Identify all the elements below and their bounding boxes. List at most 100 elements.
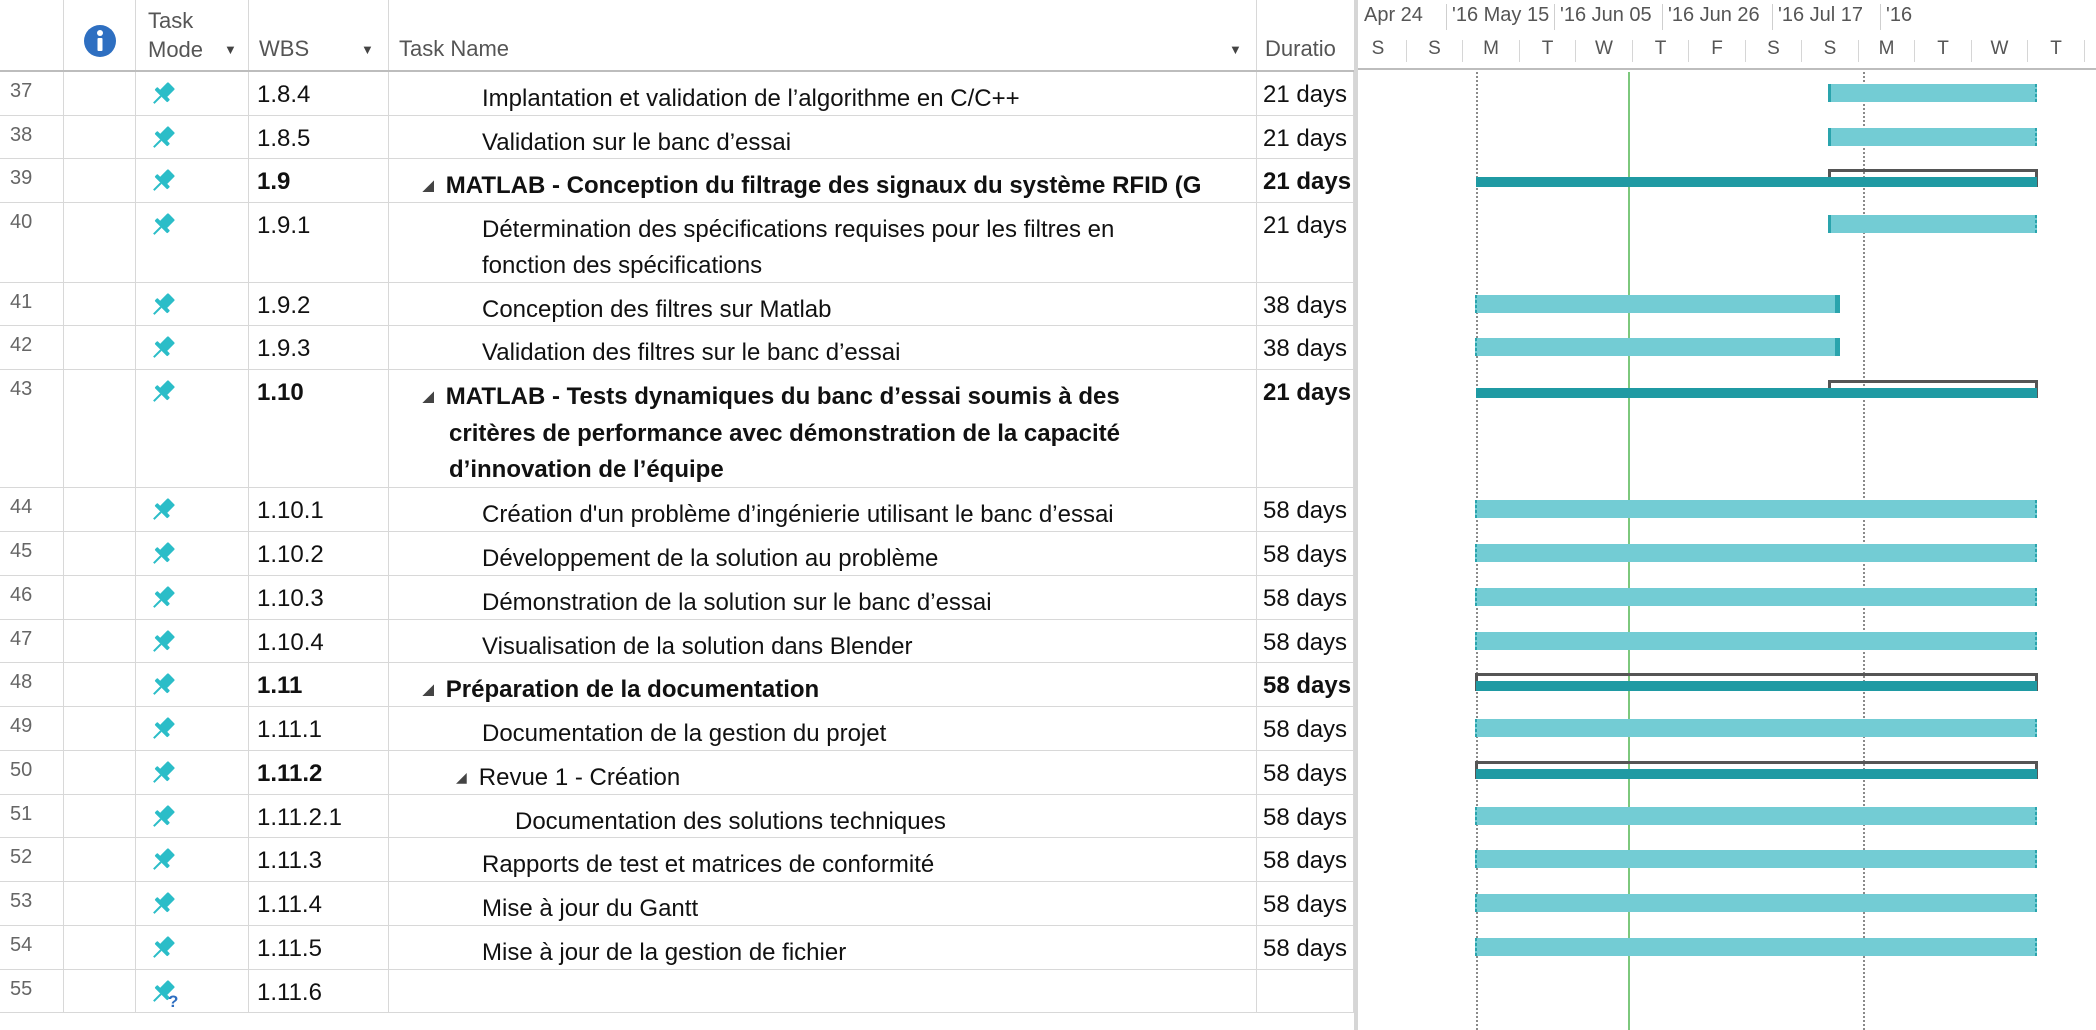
task-mode-cell[interactable] — [136, 283, 249, 325]
row-id-cell[interactable]: 53 — [0, 882, 64, 925]
task-name-cell[interactable]: Mise à jour du Gantt — [389, 882, 1257, 925]
table-row[interactable]: 48 1.11 ◢ Préparation de la documentation 58… — [0, 663, 1354, 707]
task-name-cell[interactable]: Détermination des spécifications requise… — [389, 203, 1257, 282]
task-bar[interactable] — [1828, 84, 2037, 102]
header-wbs-dropdown-icon[interactable]: ▼ — [361, 42, 374, 57]
table-row[interactable]: 41 1.9.2 Conception des filtres sur Matlab… — [0, 283, 1354, 326]
task-name-cell[interactable] — [389, 970, 1257, 1012]
task-mode-cell[interactable] — [136, 795, 249, 837]
duration-cell[interactable]: 21 days — [1257, 370, 1354, 487]
task-mode-cell[interactable] — [136, 532, 249, 575]
row-id-cell[interactable]: 43 — [0, 370, 64, 487]
task-bar[interactable] — [1475, 500, 2037, 518]
header-task-name[interactable]: Task Name ▼ — [389, 0, 1257, 70]
duration-cell[interactable]: 38 days — [1257, 283, 1354, 325]
row-id-cell[interactable]: 47 — [0, 620, 64, 662]
wbs-cell[interactable]: 1.10.3 — [249, 576, 389, 619]
collapse-caret-icon[interactable]: ◢ — [423, 176, 434, 193]
duration-cell[interactable]: 58 days — [1257, 488, 1354, 531]
wbs-cell[interactable]: 1.10.4 — [249, 620, 389, 662]
task-name-cell[interactable]: Création d'un problème d’ingénierie util… — [389, 488, 1257, 531]
task-mode-cell[interactable] — [136, 663, 249, 706]
summary-bar[interactable] — [1476, 681, 2037, 691]
header-id[interactable] — [0, 0, 64, 70]
task-name-cell[interactable]: Documentation des solutions techniques — [389, 795, 1257, 837]
task-bar[interactable] — [1475, 807, 2037, 825]
duration-cell[interactable]: 58 days — [1257, 795, 1354, 837]
duration-cell[interactable]: 21 days — [1257, 116, 1354, 158]
table-row[interactable]: 50 1.11.2 ◢ Revue 1 - Création 58 days — [0, 751, 1354, 795]
table-row[interactable]: 43 1.10 ◢ MATLAB - Tests dynamiques du banc… — [0, 370, 1354, 488]
wbs-cell[interactable]: 1.8.4 — [249, 72, 389, 115]
task-bar[interactable] — [1475, 938, 2037, 956]
task-mode-cell[interactable] — [136, 72, 249, 115]
split-divider[interactable] — [1354, 0, 1358, 1030]
table-row[interactable]: 40 1.9.1 Détermination des spécifications … — [0, 203, 1354, 283]
wbs-cell[interactable]: 1.11.5 — [249, 926, 389, 969]
table-row[interactable]: 45 1.10.2 Développement de la solution au … — [0, 532, 1354, 576]
row-id-cell[interactable]: 54 — [0, 926, 64, 969]
duration-cell[interactable]: 58 days — [1257, 882, 1354, 925]
task-mode-cell[interactable] — [136, 620, 249, 662]
task-mode-cell[interactable] — [136, 203, 249, 282]
task-name-cell[interactable]: Développement de la solution au problème — [389, 532, 1257, 575]
wbs-cell[interactable]: 1.10.2 — [249, 532, 389, 575]
wbs-cell[interactable]: 1.11.4 — [249, 882, 389, 925]
row-id-cell[interactable]: 51 — [0, 795, 64, 837]
task-mode-cell[interactable] — [136, 159, 249, 202]
task-name-cell[interactable]: ◢ Revue 1 - Création — [389, 751, 1257, 794]
wbs-cell[interactable]: 1.11 — [249, 663, 389, 706]
wbs-cell[interactable]: 1.11.2.1 — [249, 795, 389, 837]
header-duration[interactable]: Duratio — [1257, 0, 1354, 70]
task-name-cell[interactable]: Rapports de test et matrices de conformi… — [389, 838, 1257, 881]
task-name-cell[interactable]: Documentation de la gestion du projet — [389, 707, 1257, 750]
table-row[interactable]: 51 1.11.2.1 Documentation des solutions te… — [0, 795, 1354, 838]
table-row[interactable]: 42 1.9.3 Validation des filtres sur le ban… — [0, 326, 1354, 370]
task-mode-cell[interactable] — [136, 116, 249, 158]
table-row[interactable]: 49 1.11.1 Documentation de la gestion du p… — [0, 707, 1354, 751]
wbs-cell[interactable]: 1.10.1 — [249, 488, 389, 531]
task-mode-cell[interactable] — [136, 576, 249, 619]
task-bar[interactable] — [1475, 632, 2037, 650]
task-name-cell[interactable]: Visualisation de la solution dans Blende… — [389, 620, 1257, 662]
duration-cell[interactable]: 21 days — [1257, 72, 1354, 115]
task-name-cell[interactable]: ◢ MATLAB - Tests dynamiques du banc d’ess… — [389, 370, 1257, 487]
task-name-cell[interactable]: Mise à jour de la gestion de fichier — [389, 926, 1257, 969]
task-mode-cell[interactable] — [136, 326, 249, 369]
collapse-caret-icon[interactable]: ◢ — [456, 768, 467, 785]
task-bar[interactable] — [1475, 588, 2037, 606]
task-name-cell[interactable]: Validation des filtres sur le banc d’ess… — [389, 326, 1257, 369]
task-name-cell[interactable]: Démonstration de la solution sur le banc… — [389, 576, 1257, 619]
task-mode-cell[interactable]: ? — [136, 970, 249, 1012]
task-bar[interactable] — [1475, 894, 2037, 912]
wbs-cell[interactable]: 1.10 — [249, 370, 389, 487]
duration-cell[interactable]: 38 days — [1257, 326, 1354, 369]
task-mode-cell[interactable] — [136, 838, 249, 881]
task-bar[interactable] — [1828, 215, 2037, 233]
table-row[interactable]: 53 1.11.4 Mise à jour du Gantt 58 days — [0, 882, 1354, 926]
table-row[interactable]: 46 1.10.3 Démonstration de la solution sur… — [0, 576, 1354, 620]
row-id-cell[interactable]: 46 — [0, 576, 64, 619]
task-name-cell[interactable]: ◢ Préparation de la documentation — [389, 663, 1257, 706]
header-task-mode[interactable]: Task Mode ▼ — [136, 0, 249, 70]
task-mode-cell[interactable] — [136, 882, 249, 925]
wbs-cell[interactable]: 1.9.3 — [249, 326, 389, 369]
task-bar[interactable] — [1475, 295, 1840, 313]
task-mode-cell[interactable] — [136, 751, 249, 794]
header-task-name-dropdown-icon[interactable]: ▼ — [1229, 42, 1242, 57]
row-id-cell[interactable]: 45 — [0, 532, 64, 575]
task-bar[interactable] — [1475, 719, 2037, 737]
task-mode-cell[interactable] — [136, 488, 249, 531]
task-mode-cell[interactable] — [136, 707, 249, 750]
row-id-cell[interactable]: 49 — [0, 707, 64, 750]
duration-cell[interactable]: 21 days — [1257, 159, 1354, 202]
task-name-cell[interactable]: Implantation et validation de l’algorith… — [389, 72, 1257, 115]
table-row[interactable]: 38 1.8.5 Validation sur le banc d’essai 21 … — [0, 116, 1354, 159]
row-id-cell[interactable]: 42 — [0, 326, 64, 369]
summary-bar[interactable] — [1476, 388, 2037, 398]
header-task-mode-dropdown-icon[interactable]: ▼ — [224, 42, 237, 57]
row-id-cell[interactable]: 55 — [0, 970, 64, 1012]
duration-cell[interactable] — [1257, 970, 1354, 1012]
duration-cell[interactable]: 58 days — [1257, 663, 1354, 706]
duration-cell[interactable]: 58 days — [1257, 620, 1354, 662]
